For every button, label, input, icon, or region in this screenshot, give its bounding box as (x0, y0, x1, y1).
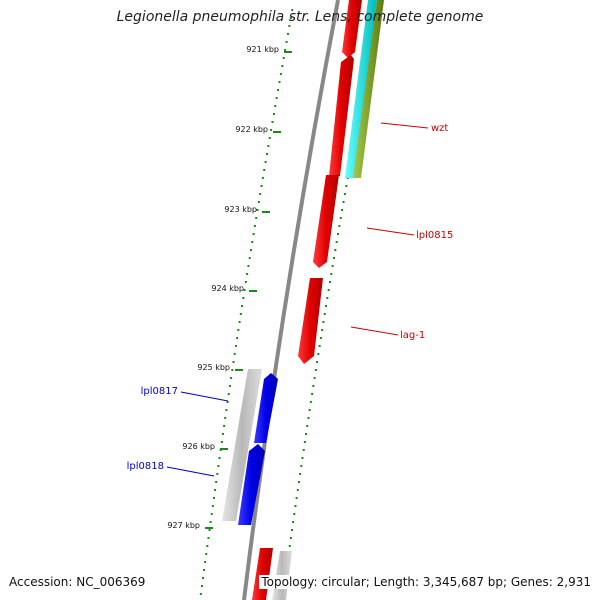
gene-leader-lines (166, 122, 429, 477)
gene-label-lpl0815[interactable]: lpl0815 (416, 230, 453, 241)
gc-content-bar (222, 369, 262, 521)
gene-label-lag-1[interactable]: lag-1 (400, 330, 425, 341)
map-title: Legionella pneumophila str. Lens, comple… (116, 9, 484, 25)
gene-arrow-forward[interactable] (329, 55, 354, 176)
ruler-tick-label: 925 kbp (197, 363, 230, 372)
ruler-tick-label: 923 kbp (224, 205, 257, 214)
misc-feature (353, 0, 384, 178)
ruler-tick-label: 924 kbp (211, 284, 244, 293)
gene-arrow-forward[interactable] (313, 175, 339, 268)
genome-summary-text: Topology: circular; Length: 3,345,687 bp… (259, 575, 593, 589)
genome-backbone (242, 0, 340, 600)
rna-feature (345, 0, 377, 178)
ruler-tick-label: 927 kbp (167, 521, 200, 530)
gene-arrow-forward[interactable] (342, 0, 362, 58)
gene-label-lpl0817[interactable]: lpl0817 (141, 386, 178, 397)
ruler-tick-marks (199, 9, 294, 595)
accession-text: Accession: NC_006369 (7, 575, 148, 589)
ruler-tick-label: 922 kbp (235, 125, 268, 134)
gene-arrow-reverse[interactable] (238, 444, 265, 525)
ruler-labels: 921 kbp 922 kbp 923 kbp 924 kbp 925 kbp … (167, 45, 279, 530)
gene-arrow-reverse[interactable] (254, 373, 278, 443)
ruler-major-ticks (205, 51, 292, 529)
gene-label-lpl0818[interactable]: lpl0818 (127, 461, 164, 472)
gene-label-wzt[interactable]: wzt (431, 123, 448, 134)
ruler-tick-label: 926 kbp (182, 442, 215, 451)
ruler-tick-label: 921 kbp (246, 45, 279, 54)
gene-arrow-forward[interactable] (252, 548, 273, 600)
gene-arrow-forward[interactable] (298, 278, 323, 364)
